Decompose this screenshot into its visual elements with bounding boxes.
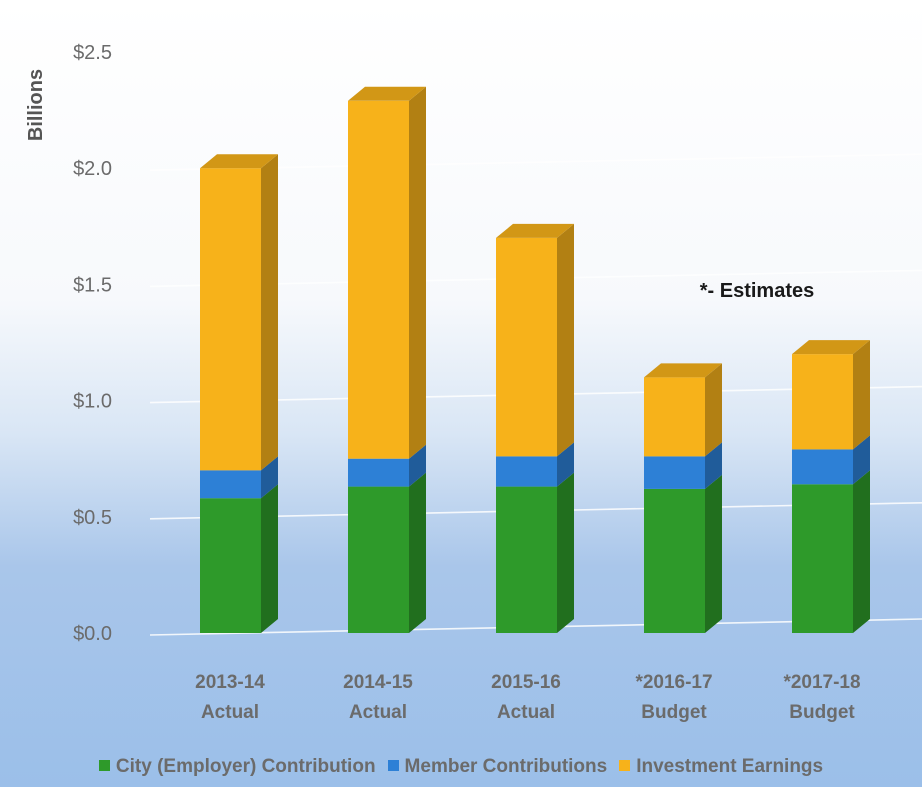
y-axis-title: Billions — [25, 69, 47, 141]
bar-segment — [792, 449, 853, 485]
legend-swatch — [387, 760, 399, 771]
x-category-label: 2013-14 — [195, 672, 265, 693]
bar-segment — [792, 354, 853, 450]
legend-label: Member Contributions — [404, 756, 608, 777]
bar-segment — [348, 458, 409, 487]
bar-segment-side — [261, 456, 278, 499]
legend-label: City (Employer) Contribution — [115, 756, 376, 777]
bar-segment — [200, 498, 261, 633]
bar-top — [496, 223, 574, 238]
x-axis-categories: 2013-14 Actual 2014-15 Actual 2015-16 Actual *… — [195, 672, 860, 723]
bar-stack — [348, 86, 426, 633]
bar-segment — [644, 488, 705, 633]
bar-segment-side — [261, 154, 278, 471]
y-tick-label: $1.0 — [73, 391, 112, 413]
bar-segment — [200, 168, 261, 471]
bar-segment-side — [557, 223, 574, 457]
x-category-label: Actual — [201, 702, 259, 723]
legend-swatch — [619, 760, 631, 771]
bar-segment — [496, 456, 557, 487]
x-category-label: 2015-16 — [491, 672, 561, 693]
y-tick-label: $2.0 — [73, 158, 112, 180]
gridline — [149, 153, 922, 171]
bar-segment — [496, 486, 557, 633]
x-category-label: *2016-17 — [635, 672, 712, 693]
bar-segment-side — [557, 442, 574, 487]
bar-segment-side — [853, 435, 870, 485]
bar-top — [792, 340, 870, 355]
legend-item: Investment Earnings — [619, 756, 823, 778]
bar-segment — [348, 100, 409, 459]
bar-segment-side — [853, 470, 870, 633]
gridline — [149, 37, 922, 55]
x-category-label: Budget — [789, 702, 855, 723]
legend-label: Investment Earnings — [636, 756, 824, 777]
y-axis-ticks: $0.0 $0.5 $1.0 $1.5 $2.0 $2.5 — [73, 42, 112, 645]
bar-segment-side — [705, 474, 722, 633]
bar-segment-side — [853, 340, 870, 450]
bars — [200, 86, 870, 633]
y-tick-label: $0.0 — [73, 623, 112, 645]
bar-segment — [644, 377, 705, 457]
legend: City (Employer) Contribution Member Contr… — [0, 756, 922, 778]
x-category-label: Actual — [349, 702, 407, 723]
bar-segment-side — [705, 363, 722, 457]
estimates-note: *- Estimates — [700, 280, 815, 302]
bar-stack — [644, 363, 722, 633]
bar-segment — [644, 456, 705, 489]
bar-segment — [348, 486, 409, 633]
bar-segment-side — [705, 442, 722, 489]
bar-segment-side — [409, 472, 426, 633]
bar-segment-side — [409, 86, 426, 459]
bar-segment-side — [409, 444, 426, 487]
bar-segment — [496, 237, 557, 457]
bar-stack — [200, 154, 278, 633]
legend-item: City (Employer) Contribution — [98, 756, 376, 778]
x-category-label: 2014-15 — [343, 672, 413, 693]
x-category-label: Actual — [497, 702, 555, 723]
x-category-label: *2017-18 — [783, 672, 860, 693]
bar-stack — [496, 223, 574, 633]
legend-item: Member Contributions — [387, 756, 608, 778]
bar-top — [200, 154, 278, 169]
y-tick-label: $0.5 — [73, 507, 112, 529]
y-axis-label: Billions — [25, 69, 47, 141]
legend-swatch — [98, 760, 110, 771]
bar-top — [644, 363, 722, 378]
bar-segment-side — [261, 484, 278, 633]
bar-segment — [792, 484, 853, 633]
y-tick-label: $2.5 — [73, 42, 112, 64]
y-tick-label: $1.5 — [73, 274, 112, 296]
bar-top — [348, 86, 426, 101]
x-category-label: Budget — [641, 702, 707, 723]
bar-stack — [792, 340, 870, 633]
bar-segment — [200, 470, 261, 499]
bar-segment-side — [557, 472, 574, 633]
